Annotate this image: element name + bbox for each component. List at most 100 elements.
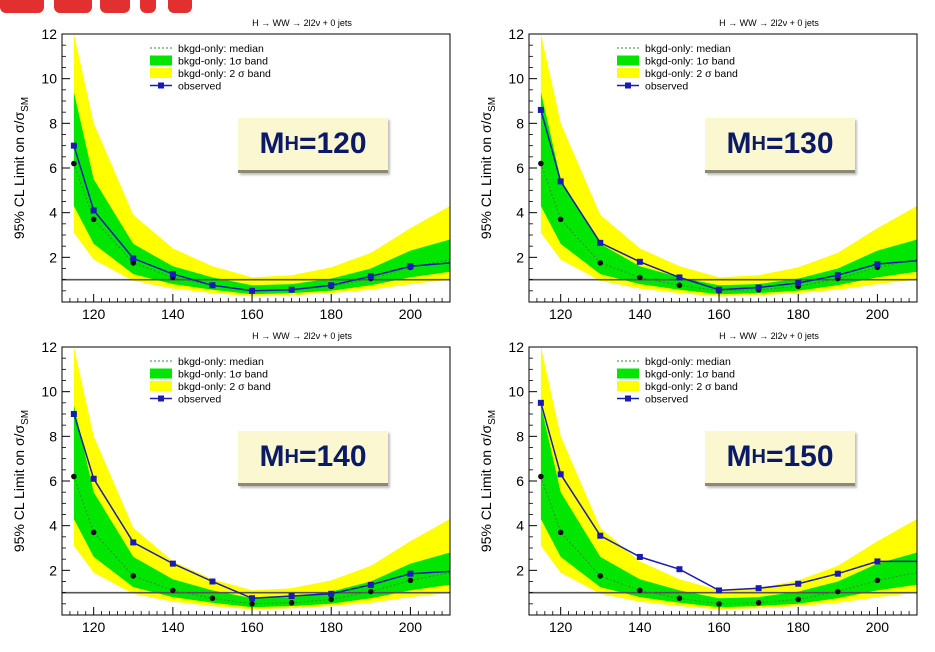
- x-tick-label: 200: [866, 306, 890, 322]
- observed-point: [597, 532, 604, 539]
- x-tick-label: 140: [628, 619, 652, 635]
- legend-label: bkgd-only: 2 σ band: [645, 381, 738, 393]
- observed-point: [130, 255, 137, 262]
- legend-two-sigma-swatch: [617, 68, 639, 78]
- y-axis-label-text: 95% CL Limit on σ/σ: [11, 112, 27, 240]
- observed-point: [636, 258, 643, 265]
- median-point: [637, 274, 643, 281]
- observed-point: [874, 558, 881, 565]
- mass-symbol: M: [726, 440, 752, 473]
- mass-symbol: M: [726, 127, 752, 160]
- legend-two-sigma-swatch: [150, 68, 172, 78]
- mass-value: =140: [298, 440, 367, 473]
- one-sigma-band: [73, 405, 451, 608]
- observed-point: [130, 539, 137, 546]
- y-tick-label: 10: [508, 384, 524, 400]
- y-axis-label-subscript: SM: [20, 410, 31, 425]
- observed-point: [328, 590, 335, 597]
- legend-observed-marker: [625, 395, 631, 402]
- x-tick-label: 120: [549, 619, 573, 635]
- x-tick-label: 140: [161, 619, 185, 635]
- mass-value: =120: [298, 127, 367, 160]
- observed-point: [367, 273, 374, 280]
- y-axis-label-text: 95% CL Limit on σ/σ: [11, 425, 27, 553]
- mass-label: M H =130: [705, 118, 855, 173]
- median-point: [368, 588, 374, 595]
- observed-point: [834, 570, 841, 577]
- y-tick-label: 10: [41, 384, 57, 400]
- x-tick-label: 160: [240, 306, 264, 322]
- legend-label: bkgd-only: 1σ band: [645, 369, 735, 381]
- observed-point: [367, 581, 374, 588]
- y-tick-label: 4: [49, 518, 57, 534]
- y-tick-label: 6: [49, 160, 57, 176]
- observed-point: [169, 271, 176, 278]
- legend-two-sigma-swatch: [150, 381, 172, 391]
- y-axis-label-subscript: SM: [487, 410, 498, 425]
- observed-point: [676, 566, 683, 573]
- median-point: [676, 282, 683, 289]
- x-tick-label: 160: [240, 619, 264, 635]
- x-tick-label: 180: [787, 619, 811, 635]
- legend-label: observed: [645, 81, 688, 93]
- x-tick-label: 140: [161, 306, 185, 322]
- legend-label: bkgd-only: median: [645, 356, 731, 368]
- one-sigma-band: [540, 405, 917, 608]
- median-point: [209, 595, 216, 602]
- median-point: [288, 599, 295, 606]
- median-point: [170, 587, 176, 594]
- mass-subscript: H: [284, 445, 299, 468]
- mass-label: M H =140: [238, 431, 388, 486]
- y-tick-label: 4: [49, 205, 57, 221]
- y-axis-label: 95% CL Limit on σ/σSM: [478, 97, 498, 239]
- observed-point: [537, 106, 544, 113]
- y-axis-label: 95% CL Limit on σ/σSM: [11, 410, 31, 552]
- observed-point: [249, 287, 256, 294]
- median-point: [407, 577, 414, 584]
- median-point: [90, 216, 97, 223]
- y-axis-label-text: 95% CL Limit on σ/σ: [478, 425, 494, 553]
- mass-subscript: H: [751, 132, 766, 155]
- mass-symbol: M: [259, 440, 285, 473]
- legend-two-sigma-swatch: [617, 381, 639, 391]
- limit-plot: 2 4 6 8 10 12 120 140 160 180 200 H → WW → 2l2ν + 0…: [478, 331, 918, 635]
- median-point: [71, 473, 77, 480]
- observed-point: [70, 411, 77, 417]
- median-point: [835, 588, 841, 595]
- median-point: [597, 260, 604, 266]
- observed-point: [288, 286, 295, 293]
- median-point: [538, 160, 544, 167]
- limit-plot-panel: 2 4 6 8 10 12 120 140 160 180 200 H → WW → 2l2ν + 0…: [0, 16, 467, 339]
- x-tick-label: 200: [399, 306, 423, 322]
- legend-label: observed: [178, 394, 221, 406]
- legend-label: bkgd-only: median: [178, 356, 264, 368]
- median-point: [71, 160, 77, 167]
- x-tick-label: 160: [707, 619, 731, 635]
- legend-label: bkgd-only: 1σ band: [645, 56, 735, 68]
- median-point: [130, 260, 137, 266]
- y-axis-label: 95% CL Limit on σ/σSM: [478, 410, 498, 552]
- median-point: [716, 601, 722, 607]
- y-axis-label-text: 95% CL Limit on σ/σ: [478, 112, 494, 240]
- y-tick-label: 8: [516, 115, 524, 131]
- legend-label: bkgd-only: 1σ band: [178, 56, 268, 68]
- y-tick-label: 12: [508, 339, 524, 355]
- one-sigma-band: [73, 92, 451, 295]
- mass-symbol: M: [259, 127, 285, 160]
- observed-point: [795, 580, 802, 587]
- legend-one-sigma-swatch: [150, 368, 172, 379]
- median-point: [557, 216, 564, 223]
- y-tick-label: 8: [516, 428, 524, 444]
- y-tick-label: 10: [41, 71, 57, 87]
- limit-plot: 2 4 6 8 10 12 120 140 160 180 200 H → WW → 2l2ν + 0…: [11, 18, 451, 322]
- observed-point: [557, 471, 564, 478]
- channel-title: H → WW → 2l2ν + 0 jets: [252, 331, 352, 341]
- channel-title: H → WW → 2l2ν + 0 jets: [719, 18, 819, 28]
- y-tick-label: 8: [49, 115, 57, 131]
- legend-one-sigma-swatch: [617, 368, 639, 379]
- observed-point: [597, 239, 604, 246]
- observed-point: [716, 587, 723, 594]
- x-tick-label: 140: [628, 306, 652, 322]
- x-tick-label: 200: [866, 619, 890, 635]
- median-point: [90, 529, 97, 536]
